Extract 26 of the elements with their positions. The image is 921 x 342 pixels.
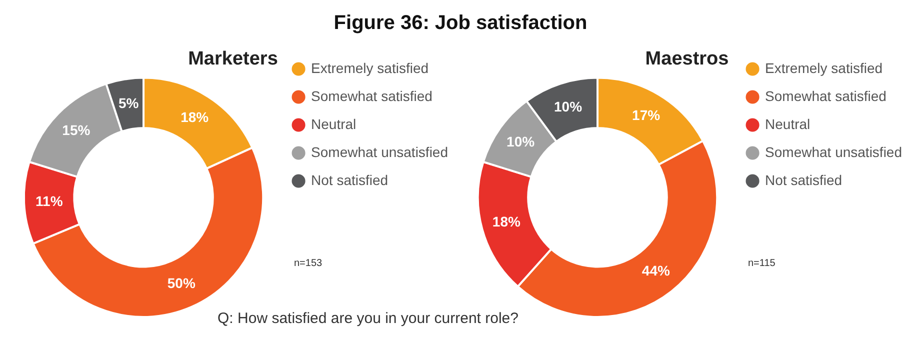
legend-label: Neutral	[311, 116, 356, 132]
legend-label: Not satisfied	[765, 172, 842, 188]
data-label: 10%	[506, 133, 536, 150]
text: n=153	[294, 258, 322, 269]
text: Figure 36: Job satisfaction	[332, 12, 588, 35]
text: n=115	[748, 258, 776, 269]
data-label: 50%	[167, 274, 196, 291]
text: Q: How satisfied are you in your current role?	[216, 310, 520, 327]
legend-label: Extremely satisfied	[311, 60, 429, 76]
chart-title: Marketers	[188, 48, 278, 70]
data-label: 11%	[36, 192, 64, 209]
data-label: 10%	[554, 98, 583, 114]
legend-label: Neutral	[765, 116, 810, 132]
data-label: 44%	[642, 262, 670, 279]
legend-label: Somewhat satisfied	[765, 88, 886, 104]
data-label: 18%	[180, 108, 210, 125]
data-label: 15%	[62, 122, 91, 138]
chart-title: Maestros	[645, 48, 729, 70]
legend-label: Somewhat unsatisfied	[765, 144, 902, 160]
data-label: 17%	[632, 107, 661, 124]
legend-label: Somewhat unsatisfied	[311, 144, 448, 160]
legend-label: Somewhat satisfied	[311, 88, 432, 104]
data-label: 5%	[118, 94, 140, 111]
data-label: 18%	[492, 213, 522, 230]
legend-label: Not satisfied	[311, 172, 388, 188]
legend-label: Extremely satisfied	[765, 60, 883, 76]
